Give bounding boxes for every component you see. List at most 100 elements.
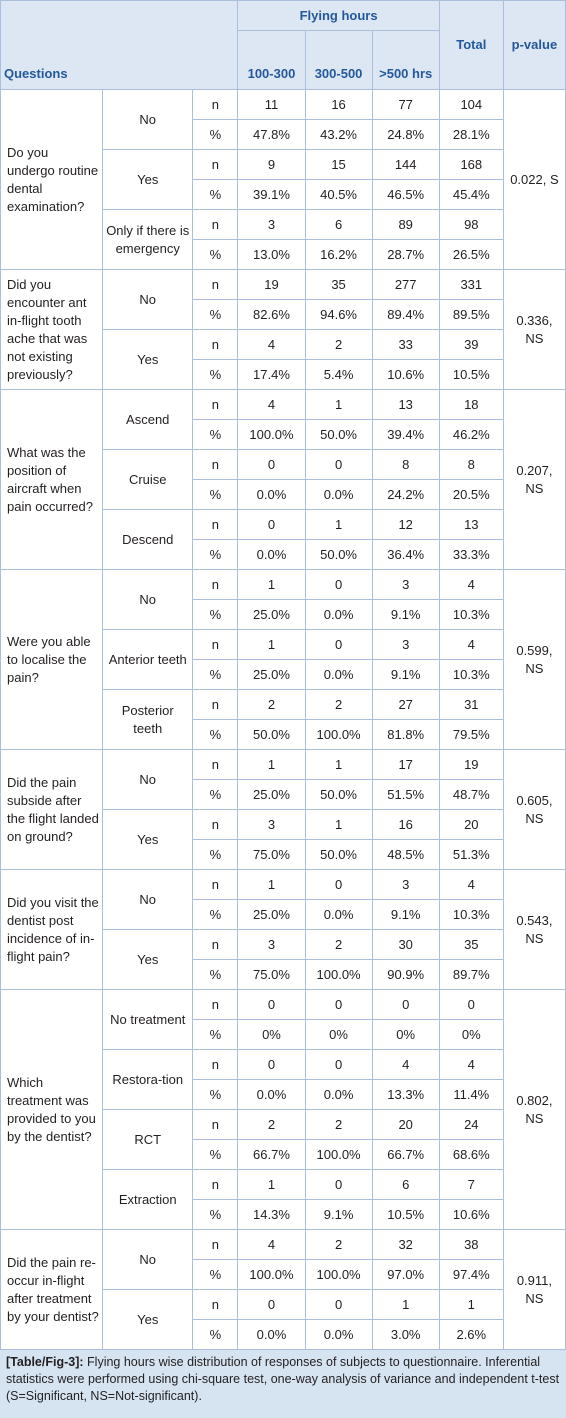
count-cell: 104 [438,89,504,120]
stat-label: n [192,1109,239,1140]
option-label: RCT [102,1109,194,1170]
p-value: 0.599, NS [502,569,566,750]
count-cell: 0 [304,989,373,1020]
percent-cell: 100.0% [304,1139,373,1170]
body-row: Yes n 3 2 30 35 [1,929,566,990]
count-cell: 2 [304,329,373,360]
count-cell: 15 [304,149,373,180]
body-row: Only if there is emergency n 3 6 89 98 [1,209,566,270]
count-cell: 0 [237,1289,306,1320]
count-cell: 4 [237,1229,306,1260]
body-row: % 25.0% 0.0% 9.1% 10.3% [1,659,566,690]
count-cell: 4 [371,1049,440,1080]
header-questions: Questions [0,0,239,90]
count-cell: 6 [371,1169,440,1200]
percent-cell: 11.4% [438,1079,504,1110]
percent-cell: 24.2% [371,479,440,510]
count-cell: 1 [371,1289,440,1320]
count-cell: 4 [438,629,504,660]
percent-cell: 20.5% [438,479,504,510]
count-cell: 7 [438,1169,504,1200]
header-row: 100-300 300-500 >500 hrs [1,30,566,90]
stat-label: n [192,449,239,480]
percent-cell: 9.1% [371,659,440,690]
option-label: Yes [102,329,194,390]
p-value: 0.336, NS [502,269,566,390]
caption: [Table/Fig-3]: Flying hours wise distrib… [0,1350,566,1418]
stat-label: n [192,1169,239,1200]
percent-cell: 40.5% [304,179,373,210]
count-cell: 2 [304,1109,373,1140]
option-label: No [102,1229,194,1290]
count-cell: 8 [438,449,504,480]
count-cell: 39 [438,329,504,360]
body-row: Did the pain re-occur in-flight after tr… [0,1229,566,1350]
count-cell: 11 [237,89,306,120]
percent-cell: 100.0% [304,719,373,750]
count-cell: 98 [438,209,504,240]
body-row: % 25.0% 0.0% 9.1% 10.3% [1,599,566,630]
stat-label: n [192,149,239,180]
body-row: % 25.0% 50.0% 51.5% 48.7% [1,779,566,810]
percent-cell: 51.5% [371,779,440,810]
stat-label: % [192,419,239,450]
header-column: 300-500 [304,30,373,90]
body-row: Yes n 4 2 33 39 [1,329,566,390]
stat-label: n [192,929,239,960]
percent-cell: 97.4% [438,1259,504,1290]
percent-cell: 48.5% [371,839,440,870]
percent-cell: 9.1% [304,1199,373,1230]
percent-cell: 3.0% [371,1319,440,1350]
option-label: Yes [102,1289,194,1350]
body-row: % 39.1% 40.5% 46.5% 45.4% [1,179,566,210]
count-cell: 77 [371,89,440,120]
p-value: 0.911, NS [502,1229,566,1350]
count-cell: 89 [371,209,440,240]
stat-label: n [192,569,239,600]
percent-cell: 28.1% [438,119,504,150]
stat-label: % [192,779,239,810]
body-row: % 0.0% 0.0% 3.0% 2.6% [1,1319,566,1350]
count-cell: 16 [304,89,373,120]
body-row: % 50.0% 100.0% 81.8% 79.5% [1,719,566,750]
count-cell: 1 [304,749,373,780]
percent-cell: 10.3% [438,899,504,930]
percent-cell: 25.0% [237,659,306,690]
count-cell: 0 [304,449,373,480]
header-column: >500 hrs [371,30,440,90]
option-label: Yes [102,149,194,210]
header-column: 100-300 [237,30,306,90]
stat-label: % [192,299,239,330]
percent-cell: 25.0% [237,599,306,630]
option-label: Yes [102,809,194,870]
percent-cell: 0.0% [304,1079,373,1110]
count-cell: 4 [438,1049,504,1080]
percent-cell: 0.0% [304,899,373,930]
percent-cell: 47.8% [237,119,306,150]
count-cell: 144 [371,149,440,180]
percent-cell: 13.3% [371,1079,440,1110]
p-value: 0.207, NS [502,389,566,570]
count-cell: 32 [371,1229,440,1260]
count-cell: 3 [371,569,440,600]
percent-cell: 0% [438,1019,504,1050]
data-table: Questions Flying hours Total p-value 100-300… [0,0,566,1350]
count-cell: 17 [371,749,440,780]
percent-cell: 0% [371,1019,440,1050]
option-label: Extraction [102,1169,194,1230]
count-cell: 1 [237,629,306,660]
percent-cell: 66.7% [371,1139,440,1170]
body-row: Do you undergo routine dental examinatio… [0,89,566,270]
stat-label: n [192,629,239,660]
count-cell: 33 [371,329,440,360]
percent-cell: 0.0% [237,1319,306,1350]
count-cell: 0 [304,629,373,660]
percent-cell: 0.0% [304,1319,373,1350]
count-cell: 2 [237,689,306,720]
percent-cell: 46.2% [438,419,504,450]
body-row: % 0.0% 50.0% 36.4% 33.3% [1,539,566,570]
body-row: Yes n 3 1 16 20 [1,809,566,870]
count-cell: 3 [237,929,306,960]
percent-cell: 5.4% [304,359,373,390]
percent-cell: 50.0% [304,779,373,810]
